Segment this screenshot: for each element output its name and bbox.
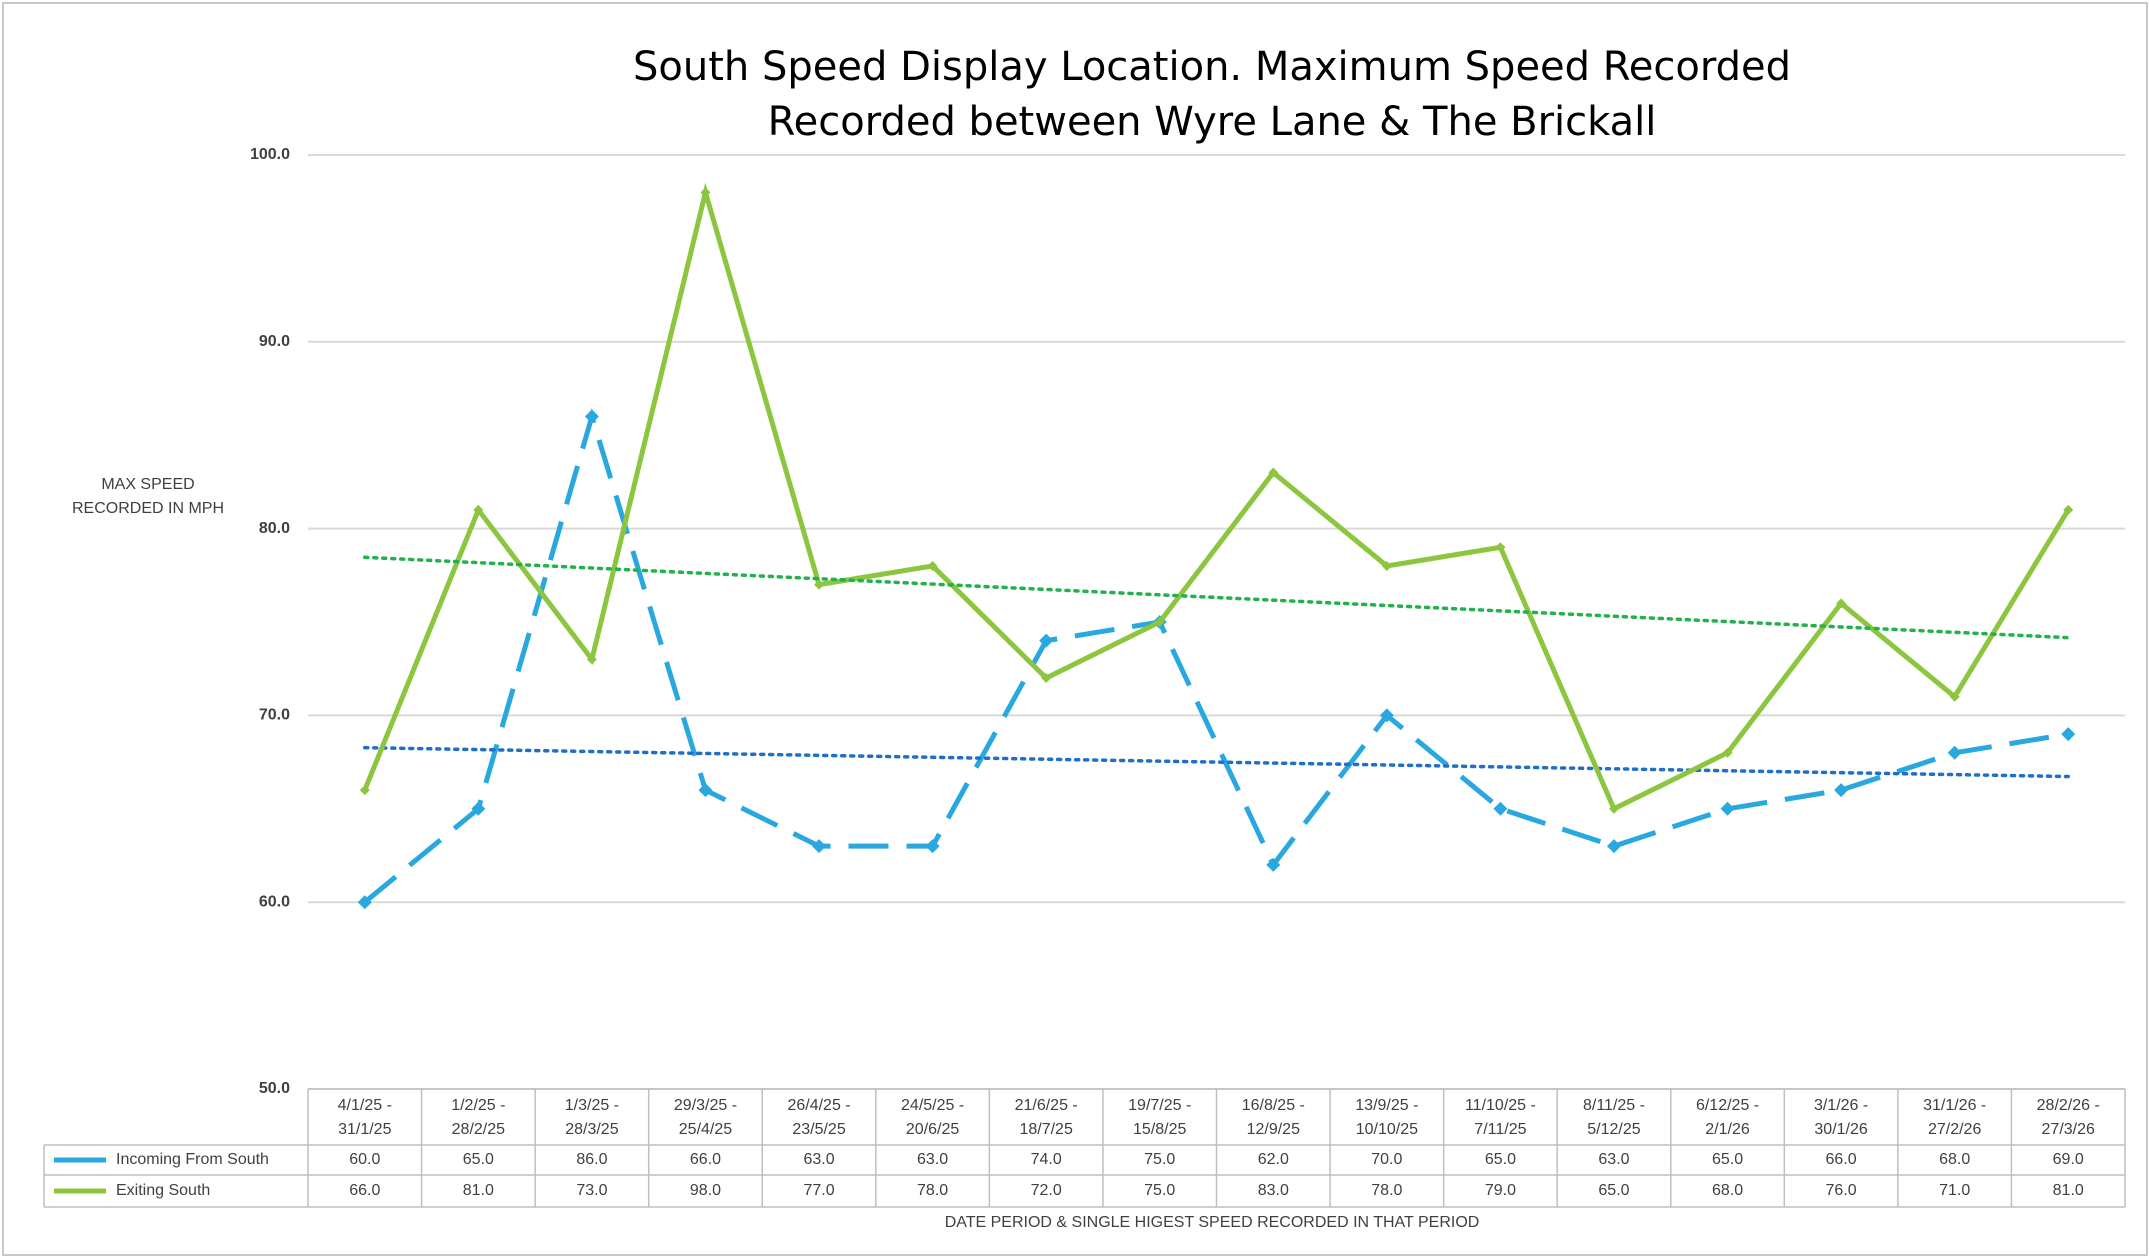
- table-value: 83.0: [1258, 1182, 1289, 1199]
- table-value: 86.0: [576, 1151, 607, 1168]
- table-value: 68.0: [1712, 1182, 1743, 1199]
- table-value: 60.0: [349, 1151, 380, 1168]
- x-tick-label: 29/3/25 -25/4/25: [674, 1097, 737, 1138]
- x-tick-label: 21/6/25 -18/7/25: [1015, 1097, 1078, 1138]
- table-value: 78.0: [917, 1182, 948, 1199]
- table-value: 63.0: [917, 1151, 948, 1168]
- data-point: [1495, 542, 1506, 553]
- data-point: [1039, 633, 1054, 648]
- table-value: 70.0: [1371, 1151, 1402, 1168]
- table-value: 66.0: [1826, 1151, 1857, 1168]
- table-value: 65.0: [1598, 1182, 1629, 1199]
- y-tick-label: 100.0: [250, 146, 290, 163]
- x-tick-label: 8/11/25 -5/12/25: [1583, 1097, 1645, 1138]
- data-point: [584, 409, 599, 424]
- data-point: [700, 187, 711, 198]
- data-point: [1834, 783, 1849, 798]
- y-tick-label: 50.0: [259, 1080, 290, 1097]
- data-point: [1722, 747, 1733, 758]
- x-tick-label: 28/2/26 -27/3/26: [2037, 1097, 2100, 1138]
- y-tick-label: 90.0: [259, 333, 290, 350]
- legend-label: Exiting South: [116, 1182, 210, 1199]
- data-point: [2063, 504, 2074, 515]
- data-point: [471, 801, 486, 816]
- data-point: [814, 579, 825, 590]
- data-point: [359, 785, 370, 796]
- data-point: [1381, 560, 1392, 571]
- data-point: [357, 895, 372, 910]
- trendline: [363, 555, 2070, 640]
- x-tick-label: 19/7/25 -15/8/25: [1128, 1097, 1191, 1138]
- series-line: [362, 182, 2071, 813]
- table-value: 66.0: [690, 1151, 721, 1168]
- table-value: 81.0: [2053, 1182, 2084, 1199]
- x-tick-label: 1/3/25 -28/3/25: [565, 1097, 619, 1138]
- data-point: [927, 560, 938, 571]
- y-axis-label: RECORDED IN MPH: [72, 500, 224, 517]
- y-tick-label: 80.0: [259, 520, 290, 537]
- x-tick-label: 26/4/25 -23/5/25: [787, 1097, 850, 1138]
- table-value: 71.0: [1939, 1182, 1970, 1199]
- table-value: 98.0: [690, 1182, 721, 1199]
- table-value: 69.0: [2053, 1151, 2084, 1168]
- table-value: 65.0: [1712, 1151, 1743, 1168]
- x-tick-label: 16/8/25 -12/9/25: [1242, 1097, 1305, 1138]
- table-value: 62.0: [1258, 1151, 1289, 1168]
- table-value: 73.0: [576, 1182, 607, 1199]
- data-point: [1041, 673, 1052, 684]
- data-point: [1949, 691, 1960, 702]
- y-axis-label: MAX SPEED: [101, 476, 194, 493]
- x-tick-label: 4/1/25 -31/1/25: [338, 1097, 392, 1138]
- chart-title: South Speed Display Location. Maximum Sp…: [633, 44, 1791, 90]
- table-value: 76.0: [1826, 1182, 1857, 1199]
- legend-label: Incoming From South: [116, 1151, 269, 1168]
- table-value: 63.0: [1598, 1151, 1629, 1168]
- x-tick-label: 31/1/26 -27/2/26: [1923, 1097, 1986, 1138]
- x-tick-label: 11/10/25 -7/11/25: [1465, 1097, 1536, 1138]
- table-value: 72.0: [1031, 1182, 1062, 1199]
- data-point: [925, 839, 940, 854]
- table-value: 74.0: [1031, 1151, 1062, 1168]
- data-point: [1154, 617, 1165, 627]
- data-point: [1720, 801, 1735, 816]
- data-point: [812, 839, 827, 854]
- x-tick-label: 3/1/26 -30/1/26: [1814, 1097, 1868, 1138]
- x-tick-label: 6/12/25 -2/1/26: [1696, 1097, 1759, 1138]
- table-value: 65.0: [463, 1151, 494, 1168]
- data-point: [1836, 598, 1847, 609]
- x-axis-label: DATE PERIOD & SINGLE HIGEST SPEED RECORD…: [945, 1214, 1480, 1231]
- data-point: [1947, 745, 1962, 760]
- table-value: 75.0: [1144, 1182, 1175, 1199]
- y-tick-label: 60.0: [259, 893, 290, 910]
- table-value: 75.0: [1144, 1151, 1175, 1168]
- x-tick-label: 13/9/25 -10/10/25: [1355, 1097, 1418, 1138]
- data-point: [698, 783, 713, 798]
- chart-title: Recorded between Wyre Lane & The Brickal…: [768, 99, 1657, 145]
- table-value: 66.0: [349, 1182, 380, 1199]
- data-point: [1493, 801, 1508, 816]
- table-value: 81.0: [463, 1182, 494, 1199]
- data-point: [2061, 727, 2076, 742]
- table-value: 65.0: [1485, 1151, 1516, 1168]
- y-tick-label: 70.0: [259, 707, 290, 724]
- table-value: 78.0: [1371, 1182, 1402, 1199]
- data-point: [1268, 467, 1279, 478]
- data-point: [473, 504, 484, 515]
- table-value: 63.0: [803, 1151, 834, 1168]
- table-value: 77.0: [803, 1182, 834, 1199]
- data-point: [1608, 803, 1619, 814]
- data-point: [1379, 708, 1394, 723]
- data-point: [586, 654, 597, 665]
- data-point: [1266, 857, 1281, 872]
- table-value: 68.0: [1939, 1151, 1970, 1168]
- table-value: 79.0: [1485, 1182, 1516, 1199]
- x-tick-label: 24/5/25 -20/6/25: [901, 1097, 964, 1138]
- x-tick-label: 1/2/25 -28/2/25: [451, 1097, 505, 1138]
- data-point: [1606, 839, 1621, 854]
